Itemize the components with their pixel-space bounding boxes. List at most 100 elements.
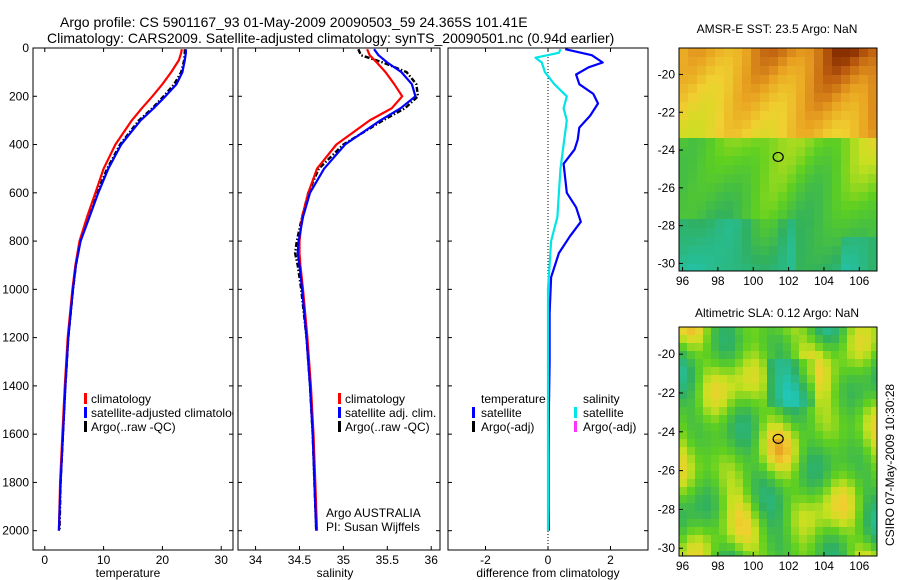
map-cell: [831, 415, 840, 424]
map-cell: [783, 495, 792, 504]
map-cell: [855, 431, 864, 440]
map-cell: [775, 423, 784, 432]
map-cell: [679, 165, 689, 175]
map-cell: [799, 479, 808, 488]
map-cell: [831, 391, 840, 400]
map-cell: [706, 48, 716, 58]
map-cell: [814, 228, 824, 238]
map-cell: [783, 503, 792, 512]
map-cell: [711, 431, 720, 440]
map-cell: [715, 165, 725, 175]
map-cell: [759, 519, 768, 528]
map-cell: [831, 447, 840, 456]
map-cell: [796, 210, 806, 220]
map-cell: [742, 246, 752, 256]
map-cell: [711, 463, 720, 472]
map-cell: [814, 147, 824, 157]
map-cell: [778, 75, 788, 85]
map-cell: [743, 543, 752, 552]
map-cell: [751, 219, 761, 229]
map-cell: [711, 447, 720, 456]
map-cell: [767, 415, 776, 424]
x-tick-label: 0: [41, 553, 48, 567]
sla-map-title: Altimetric SLA: 0.12 Argo: NaN: [695, 306, 859, 320]
map-cell: [814, 201, 824, 211]
y-tick-label: -26: [658, 181, 676, 195]
map-cell: [697, 219, 707, 229]
map-cell: [697, 192, 707, 202]
map-cell: [850, 147, 860, 157]
map-cell: [767, 535, 776, 544]
map-cell: [706, 255, 716, 265]
map-cell: [679, 511, 688, 520]
map-cell: [703, 351, 712, 360]
map-cell: [799, 431, 808, 440]
map-cell: [791, 455, 800, 464]
map-cell: [783, 463, 792, 472]
map-cell: [687, 351, 696, 360]
map-cell: [733, 93, 743, 103]
map-cell: [847, 375, 856, 384]
map-cell: [751, 201, 761, 211]
map-cell: [679, 111, 689, 121]
map-cell: [832, 219, 842, 229]
map-cell: [743, 471, 752, 480]
map-cell: [855, 391, 864, 400]
map-cell: [695, 463, 704, 472]
map-cell: [719, 335, 728, 344]
map-cell: [735, 495, 744, 504]
map-cell: [787, 210, 797, 220]
map-cell: [850, 48, 860, 58]
map-cell: [735, 391, 744, 400]
map-cell: [679, 264, 689, 272]
map-cell: [711, 471, 720, 480]
map-cell: [831, 383, 840, 392]
map-cell: [850, 183, 860, 193]
map-cell: [751, 75, 761, 85]
map-cell: [863, 527, 872, 536]
map-cell: [767, 527, 776, 536]
y-tick-label: 1200: [2, 331, 29, 345]
map-cell: [863, 463, 872, 472]
map-cell: [868, 228, 878, 238]
legend-label-satellite: satellite-adjusted climatolog: [91, 406, 238, 420]
map-cell: [847, 551, 856, 557]
map-cell: [679, 156, 689, 166]
map-cell: [823, 183, 833, 193]
legend-swatch-argo: [84, 421, 87, 432]
map-cell: [839, 391, 848, 400]
map-cell: [733, 237, 743, 247]
temperature-profile-panel: [57, 49, 187, 531]
map-cell: [868, 147, 878, 157]
map-cell: [733, 174, 743, 184]
map-cell: [839, 439, 848, 448]
map-cell: [688, 201, 698, 211]
map-cell: [769, 237, 779, 247]
map-cell: [847, 535, 856, 544]
map-cell: [687, 471, 696, 480]
map-cell: [751, 407, 760, 416]
map-cell: [759, 367, 768, 376]
map-cell: [823, 228, 833, 238]
map-cell: [839, 351, 848, 360]
map-cell: [847, 479, 856, 488]
map-cell: [759, 471, 768, 480]
map-cell: [863, 375, 872, 384]
map-cell: [850, 102, 860, 112]
map-cell: [850, 93, 860, 103]
map-cell: [807, 391, 816, 400]
map-cell: [839, 343, 848, 352]
map-cell: [697, 228, 707, 238]
map-cell: [847, 399, 856, 408]
map-cell: [719, 535, 728, 544]
map-cell: [688, 102, 698, 112]
map-cell: [679, 447, 688, 456]
map-cell: [769, 183, 779, 193]
map-cell: [679, 479, 688, 488]
map-cell: [760, 48, 770, 58]
map-cell: [759, 439, 768, 448]
map-cell: [814, 219, 824, 229]
map-cell: [697, 129, 707, 139]
map-cell: [688, 255, 698, 265]
